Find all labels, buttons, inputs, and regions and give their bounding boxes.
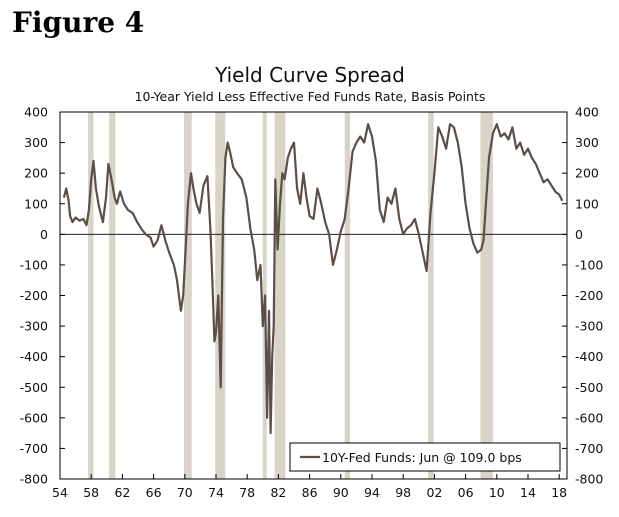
y-axis-left: 400 300 200 100 0 -100 -200 -300 -400 -500 -600 -70… <box>20 105 65 487</box>
recession-band <box>88 112 94 479</box>
x-tick-label: 74 <box>208 485 224 500</box>
x-tick-label: 90 <box>333 485 349 500</box>
y-tick-label-left: -400 <box>20 349 48 364</box>
x-tick-label: 62 <box>114 485 130 500</box>
y-tick-label-right: -200 <box>575 288 603 303</box>
y-tick-label-left: 100 <box>24 196 48 211</box>
recession-band <box>428 112 434 479</box>
x-tick-label: 02 <box>426 485 442 500</box>
x-tick-label: 66 <box>146 485 162 500</box>
y-tick-label-left: 200 <box>24 166 48 181</box>
x-tick-label: 06 <box>458 485 474 500</box>
recession-bands <box>88 112 493 479</box>
x-tick-label: 58 <box>83 485 99 500</box>
y-tick-label-right: -400 <box>575 349 603 364</box>
x-axis: 54 58 62 66 70 74 78 82 86 90 94 98 02 06 10 14 18 <box>52 474 567 500</box>
y-tick-label-right: -600 <box>575 410 603 425</box>
legend: 10Y-Fed Funds: Jun @ 109.0 bps <box>289 442 561 472</box>
y-tick-label-left: -800 <box>20 472 48 487</box>
x-tick-label: 54 <box>52 485 68 500</box>
y-tick-label-right: -100 <box>575 257 603 272</box>
recession-band <box>480 112 493 479</box>
recession-band <box>184 112 192 479</box>
figure-label: Figure 4 <box>12 6 145 39</box>
y-tick-label-left: -700 <box>20 441 48 456</box>
y-tick-label-right: 0 <box>575 227 583 242</box>
y-tick-label-left: 300 <box>24 135 48 150</box>
y-axis-right: 400 300 200 100 0 -100 -200 -300 -400 -500 -600 -70… <box>562 105 603 487</box>
y-tick-label-left: -300 <box>20 319 48 334</box>
x-tick-label: 10 <box>489 485 505 500</box>
y-tick-label-right: -700 <box>575 441 603 456</box>
x-tick-label: 18 <box>551 485 567 500</box>
y-tick-label-left: -600 <box>20 410 48 425</box>
y-tick-label-left: 0 <box>40 227 48 242</box>
y-tick-label-left: 400 <box>24 105 48 120</box>
x-tick-label: 82 <box>270 485 286 500</box>
series-line-10y-fed-funds <box>62 123 564 435</box>
chart-subtitle: 10-Year Yield Less Effective Fed Funds R… <box>135 89 486 104</box>
legend-box <box>289 442 561 472</box>
y-tick-label-right: -300 <box>575 319 603 334</box>
y-tick-label-right: -800 <box>575 472 603 487</box>
y-tick-label-right: 300 <box>575 135 599 150</box>
x-tick-label: 70 <box>177 485 193 500</box>
y-tick-label-left: -200 <box>20 288 48 303</box>
y-tick-label-right: 400 <box>575 105 599 120</box>
chart-title: Yield Curve Spread <box>214 63 405 87</box>
x-tick-label: 14 <box>520 485 536 500</box>
x-tick-label: 86 <box>302 485 318 500</box>
x-tick-label: 94 <box>364 485 380 500</box>
y-tick-label-right: 100 <box>575 196 599 211</box>
y-tick-label-left: -100 <box>20 257 48 272</box>
y-tick-label-right: -500 <box>575 380 603 395</box>
y-tick-label-right: 200 <box>575 166 599 181</box>
recession-band <box>109 112 116 479</box>
recession-band <box>215 112 226 479</box>
x-tick-label: 78 <box>239 485 255 500</box>
recession-band <box>274 112 286 479</box>
y-tick-label-left: -500 <box>20 380 48 395</box>
recession-band <box>344 112 351 479</box>
x-tick-label: 98 <box>395 485 411 500</box>
legend-label: 10Y-Fed Funds: Jun @ 109.0 bps <box>322 450 522 465</box>
